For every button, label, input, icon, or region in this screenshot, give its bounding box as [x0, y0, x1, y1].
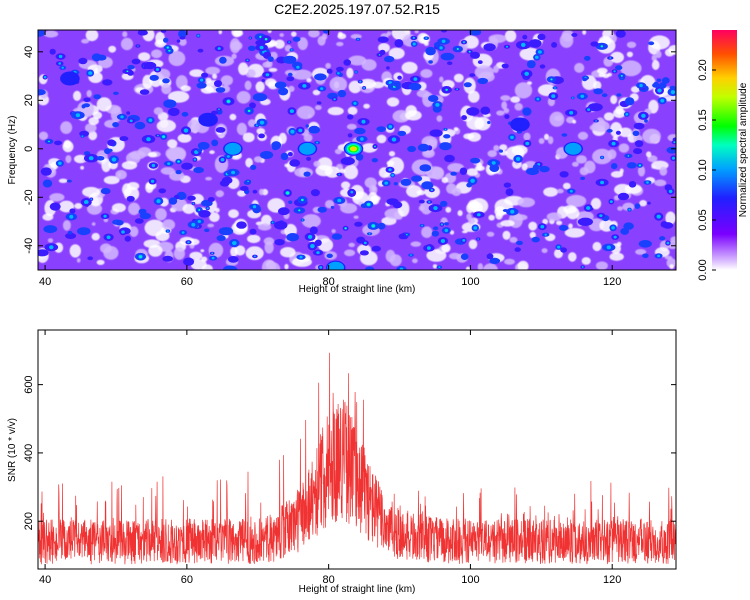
colorbar-tick-label: 0.15: [697, 109, 709, 130]
heatmap-x-tick-label: 120: [603, 276, 621, 288]
heatmap-x-tick-label: 100: [461, 276, 479, 288]
heatmap-x-tick-label: 80: [323, 276, 335, 288]
snr-x-axis-label: Height of straight line (km): [299, 584, 416, 595]
colorbar-tick-label: 0.05: [697, 209, 709, 230]
colorbar-tick-label: 0.20: [697, 59, 709, 80]
heatmap-y-tick-label: 0: [23, 146, 35, 152]
snr-panel: 40 60 80 100 120 200 400 600 Height of straight…: [7, 329, 677, 595]
colorbar-tick-label: 0.10: [697, 159, 709, 180]
heatmap-hotspot: [563, 141, 583, 156]
heatmap-y-axis-label: Frequency (Hz): [7, 116, 18, 185]
snr-frame: [37, 329, 677, 570]
colorbar-ticks: 0.00 0.05 0.10 0.15 0.20: [697, 59, 716, 281]
colorbar-tick-label: 0.00: [697, 259, 709, 280]
heatmap-y-tick-label: -20: [23, 189, 35, 205]
heatmap-y-tick-label: 40: [23, 46, 35, 58]
heatmap-hotspot: [223, 141, 243, 156]
heatmap-hotspot: [198, 112, 218, 127]
heatmap-hotspot: [60, 71, 80, 86]
heatmap-ticks: 40 60 80 100 120 -40 -20 0 20 40: [23, 30, 676, 288]
heatmap-panel: 40 60 80 100 120 -40 -20 0 20 40 Height of straig…: [7, 29, 677, 295]
heatmap-hotspot: [297, 141, 318, 156]
snr-x-tick-label: 60: [181, 574, 193, 586]
snr-y-tick-label: 400: [23, 444, 35, 462]
heatmap-field: [38, 30, 676, 270]
snr-y-axis-label: SNR (10 * v/v): [7, 418, 18, 482]
snr-x-tick-label: 80: [323, 574, 335, 586]
heatmap-x-tick-label: 40: [39, 276, 51, 288]
colorbar-gradient: [712, 30, 737, 270]
snr-x-tick-label: 40: [39, 574, 51, 586]
heatmap-hotspot: [510, 117, 530, 132]
snr-series-line: [38, 352, 676, 565]
heatmap-hotspot: [325, 260, 346, 270]
snr-y-tick-label: 200: [23, 512, 35, 530]
heatmap-x-axis-label: Height of straight line (km): [299, 284, 416, 295]
figure-title: C2E2.2025.197.07.52.R15: [274, 1, 440, 17]
snr-x-tick-label: 100: [461, 574, 479, 586]
snr-y-tick-label: 600: [23, 375, 35, 393]
colorbar: 0.00 0.05 0.10 0.15 0.20 Normalized spectral…: [697, 30, 749, 281]
heatmap-hotspot: [343, 141, 364, 156]
heatmap-x-tick-label: 60: [181, 276, 193, 288]
heatmap-mid-regions: [38, 30, 676, 270]
colorbar-label: Normalized spectral amplitude: [738, 82, 749, 217]
heatmap-frame: [37, 29, 677, 271]
snr-x-tick-label: 120: [603, 574, 621, 586]
heatmap-y-tick-label: -40: [23, 238, 35, 254]
heatmap-y-tick-label: 20: [23, 94, 35, 106]
snr-ticks: 40 60 80 100 120 200 400 600: [23, 330, 676, 586]
